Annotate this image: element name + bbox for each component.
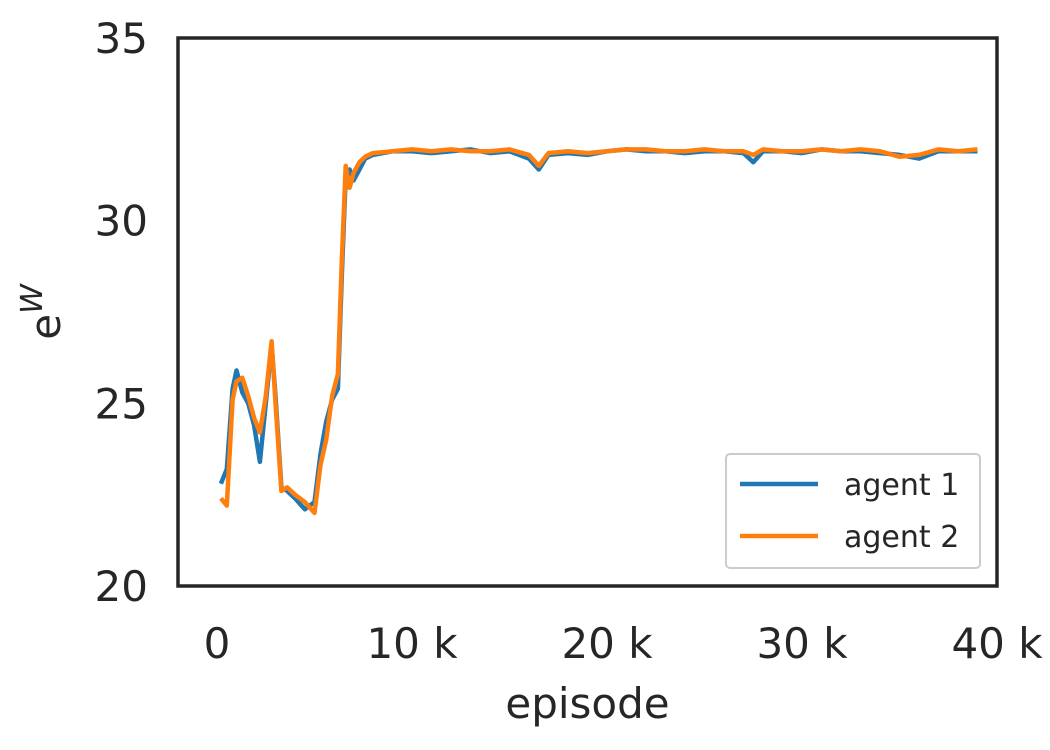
y-axis-ticks: 20 25 30 35 xyxy=(95,14,148,611)
y-tick-label: 25 xyxy=(95,379,148,428)
legend-label-agent-1: agent 1 xyxy=(844,468,959,503)
y-axis-label-superscript: W xyxy=(15,283,50,314)
x-axis-label: episode xyxy=(505,679,669,728)
y-tick-label: 35 xyxy=(95,14,148,63)
legend-label-agent-2: agent 2 xyxy=(844,520,959,555)
x-tick-label: 10 k xyxy=(366,619,458,668)
x-tick-label: 20 k xyxy=(561,619,653,668)
y-tick-label: 20 xyxy=(95,562,148,611)
legend: agent 1 agent 2 xyxy=(725,453,981,569)
plot-area-frame xyxy=(176,36,999,588)
x-tick-label: 40 k xyxy=(951,619,1043,668)
x-axis-ticks: 0 10 k 20 k 30 k 40 k xyxy=(204,619,1044,668)
x-tick-label: 30 k xyxy=(756,619,848,668)
series-lines xyxy=(218,147,978,516)
y-axis-label: eW xyxy=(15,283,70,340)
y-axis-label-base: e xyxy=(21,314,70,340)
y-tick-label: 30 xyxy=(95,197,148,246)
series-line-agent-2 xyxy=(219,147,978,516)
x-tick-label: 0 xyxy=(204,619,231,668)
